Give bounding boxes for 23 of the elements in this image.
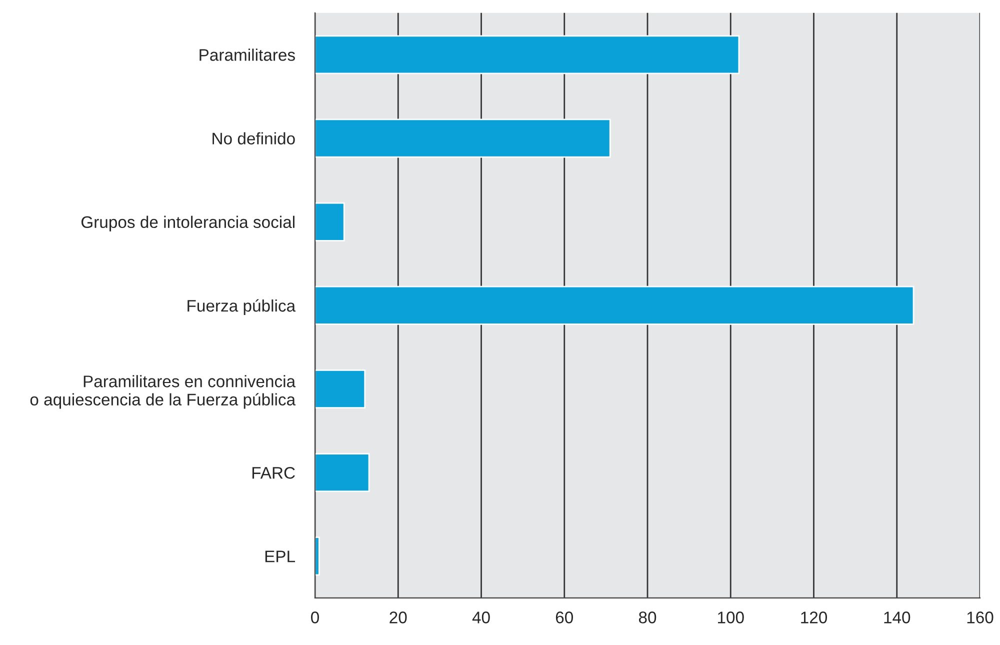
y-tick-label: No definido	[212, 132, 295, 144]
bar	[315, 286, 914, 325]
x-tick-label: 140	[884, 612, 910, 624]
y-tick-label: Grupos de intolerancia social	[81, 216, 294, 232]
x-tick-label: 160	[967, 612, 994, 624]
bar	[315, 118, 611, 158]
x-tick-label: 60	[556, 612, 573, 624]
x-tick-label: 20	[390, 612, 407, 624]
y-tick-label: Paramilitares	[200, 48, 295, 61]
x-tick-label: 40	[472, 612, 490, 624]
x-tick-label: 0	[311, 612, 319, 624]
bar	[315, 369, 366, 408]
bar	[315, 536, 320, 576]
bar	[315, 35, 740, 74]
y-tick-label: FARC	[252, 466, 295, 479]
bar	[315, 453, 370, 492]
x-tick-label: 120	[801, 612, 828, 624]
bar	[315, 202, 345, 242]
x-tick-label: 80	[638, 612, 656, 624]
y-tick-label: Paramilitares en connivencia o aquiescencia de la Fuerza pública	[30, 375, 296, 409]
x-tick-label: 100	[718, 612, 744, 624]
y-tick-label: Fuerza pública	[188, 299, 296, 316]
y-tick-label: EPL	[265, 550, 295, 562]
